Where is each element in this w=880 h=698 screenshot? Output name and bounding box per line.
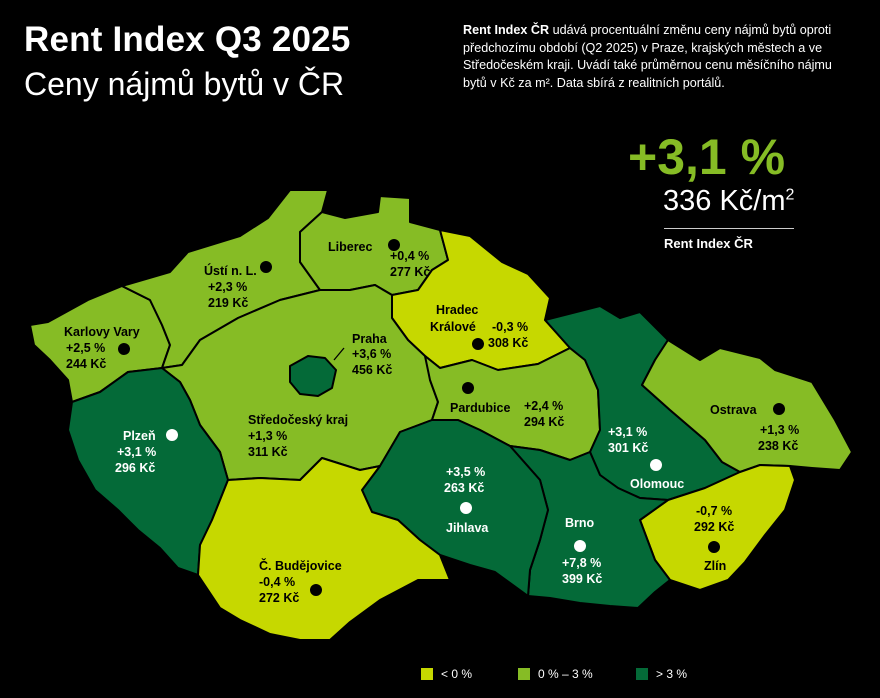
region-label-zlin-change: -0,7 % (696, 504, 732, 518)
praha-pointer (333, 347, 345, 361)
region-label-stredocesky-name: Středočeský kraj (248, 413, 348, 427)
region-label-pardubice-price: 294 Kč (524, 415, 564, 429)
region-ostrava[interactable] (641, 339, 853, 473)
region-label-hradec-change: -0,3 % (492, 320, 528, 334)
region-label-karlovy-vary-name: Karlovy Vary (64, 325, 140, 339)
region-label-budejovice-change: -0,4 % (259, 575, 295, 589)
region-label-hradec-price: 308 Kč (488, 336, 528, 350)
legend-item-below-zero: < 0 % (421, 667, 472, 681)
region-label-pardubice-change: +2,4 % (524, 399, 563, 413)
legend-item-above-three: > 3 % (636, 667, 687, 681)
description: Rent Index ČR udává procentuální změnu c… (463, 22, 858, 92)
city-marker-hradec (472, 338, 484, 350)
region-label-plzen-price: 296 Kč (115, 461, 155, 475)
region-label-liberec-change: +0,4 % (390, 249, 429, 263)
region-budejovice[interactable] (197, 457, 451, 641)
region-label-stredocesky-change: +1,3 % (248, 429, 287, 443)
region-label-brno-change: +7,8 % (562, 556, 601, 570)
legend-swatch (421, 668, 433, 680)
region-label-zlin-name: Zlín (704, 559, 726, 573)
region-label-ostrava-change: +1,3 % (760, 423, 799, 437)
region-label-praha-price: 456 Kč (352, 363, 392, 377)
region-label-olomouc-price: 301 Kč (608, 441, 648, 455)
region-label-pardubice-name: Pardubice (450, 401, 510, 415)
national-label: Rent Index ČR (664, 236, 753, 251)
region-label-usti-name: Ústí n. L. (204, 263, 257, 278)
region-label-budejovice-name: Č. Budějovice (259, 558, 342, 573)
city-marker-pardubice (462, 382, 474, 394)
national-price: 336 Kč/m2 (663, 185, 794, 218)
region-label-hradec-name-line1: Hradec (436, 303, 478, 317)
region-label-praha-change: +3,6 % (352, 347, 391, 361)
region-label-karlovy-vary-change: +2,5 % (66, 341, 105, 355)
city-marker-brno (574, 540, 586, 552)
national-price-value: 336 Kč/m (663, 185, 786, 217)
region-label-olomouc-change: +3,1 % (608, 425, 647, 439)
region-label-ostrava-price: 238 Kč (758, 439, 798, 453)
region-zlin[interactable] (639, 464, 796, 591)
city-marker-usti (260, 261, 272, 273)
city-marker-liberec (388, 239, 400, 251)
region-label-ostrava-name: Ostrava (710, 403, 758, 417)
page-title: Rent Index Q3 2025 (24, 20, 351, 59)
page-subtitle: Ceny nájmů bytů v ČR (24, 66, 345, 102)
city-marker-zlin (708, 541, 720, 553)
city-marker-karlovy-vary (118, 343, 130, 355)
region-label-jihlava-price: 263 Kč (444, 481, 484, 495)
region-praha[interactable] (289, 355, 337, 397)
legend-label: < 0 % (441, 667, 473, 681)
national-change: +3,1 % (628, 129, 786, 185)
city-marker-ostrava (773, 403, 785, 415)
region-label-usti-price: 219 Kč (208, 296, 248, 310)
national-price-sup: 2 (785, 186, 795, 204)
region-label-karlovy-vary-price: 244 Kč (66, 357, 106, 371)
region-label-zlin-price: 292 Kč (694, 520, 734, 534)
city-marker-plzen (166, 429, 178, 441)
city-marker-jihlava (460, 502, 472, 514)
legend-item-zero-to-three: 0 % – 3 % (518, 667, 593, 681)
national-divider (664, 228, 794, 229)
region-label-stredocesky-price: 311 Kč (248, 445, 288, 459)
city-marker-budejovice (310, 584, 322, 596)
region-label-brno-name: Brno (565, 516, 595, 530)
region-label-jihlava-name: Jihlava (446, 521, 489, 535)
description-text: udává procentuální změnu ceny nájmů bytů… (463, 23, 832, 90)
region-label-liberec-name: Liberec (328, 240, 373, 254)
legend-swatch (518, 668, 530, 680)
region-label-hradec-name-line2: Králové (430, 320, 476, 334)
region-label-plzen-change: +3,1 % (117, 445, 156, 459)
city-marker-olomouc (650, 459, 662, 471)
region-label-liberec-price: 277 Kč (390, 265, 430, 279)
region-label-budejovice-price: 272 Kč (259, 591, 299, 605)
region-label-olomouc-name: Olomouc (630, 477, 684, 491)
legend-swatch (636, 668, 648, 680)
legend-label: 0 % – 3 % (538, 667, 593, 681)
region-label-jihlava-change: +3,5 % (446, 465, 485, 479)
region-label-usti-change: +2,3 % (208, 280, 247, 294)
legend-label: > 3 % (656, 667, 688, 681)
region-label-brno-price: 399 Kč (562, 572, 602, 586)
region-label-plzen-name: Plzeň (123, 429, 156, 443)
description-brand: Rent Index ČR (463, 23, 550, 37)
region-label-praha-name: Praha (352, 332, 388, 346)
